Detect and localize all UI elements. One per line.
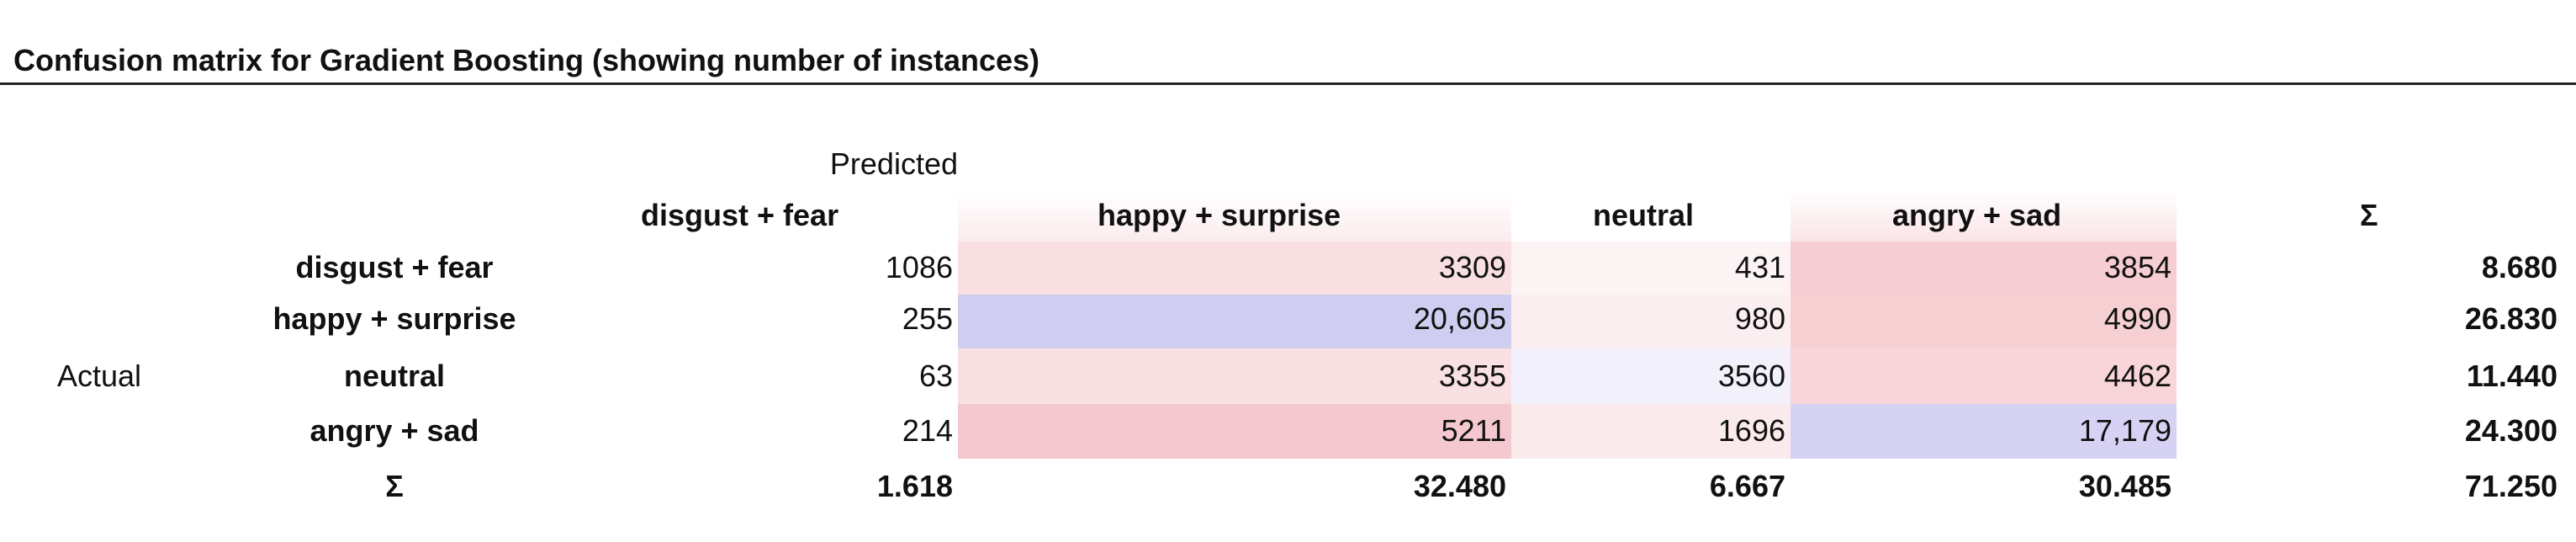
cell-value: 3560 [1717, 359, 1785, 393]
header-shade [958, 189, 1511, 242]
cell-value: 255 [902, 301, 953, 336]
column-sum: 30.485 [2078, 469, 2171, 503]
cell-shade [1511, 404, 1791, 459]
row-header: neutral [343, 359, 446, 393]
cell-value: 3355 [1438, 359, 1506, 393]
cell-value: 431 [1734, 250, 1785, 284]
header-shade [1791, 189, 2177, 242]
row-header: Σ [385, 469, 404, 503]
row-sum: 11.440 [2466, 359, 2557, 393]
cell-shade [1791, 404, 2177, 459]
cell-value: 5211 [1441, 413, 1506, 448]
predicted-label: Predicted [829, 146, 958, 181]
cell-shade [1511, 242, 1791, 295]
cell-value: 214 [902, 413, 953, 448]
cell-value: 63 [918, 359, 953, 393]
row-sum: 26.830 [2464, 301, 2557, 336]
column-sum: 1.618 [876, 469, 953, 503]
column-header: Σ [2360, 198, 2378, 232]
cell-shade [958, 404, 1511, 459]
cell-value: 17,179 [2078, 413, 2171, 448]
cell-value: 3309 [1438, 250, 1506, 284]
column-sum: 6.667 [1709, 469, 1785, 503]
column-sum: 32.480 [1413, 469, 1506, 503]
row-header: angry + sad [309, 413, 479, 448]
row-sum: 24.300 [2464, 413, 2557, 448]
row-header: happy + surprise [272, 301, 516, 336]
cell-shade [1791, 242, 2177, 295]
cell-value: 1696 [1717, 413, 1785, 448]
cell-shade [1791, 295, 2177, 348]
title: Confusion matrix for Gradient Boosting (… [13, 43, 1040, 77]
cell-value: 1086 [885, 250, 953, 284]
cell-value: 3854 [2103, 250, 2171, 284]
cell-shade [1511, 295, 1791, 348]
column-header: angry + sad [1892, 198, 2062, 232]
cell-shade [958, 242, 1511, 295]
cell-value: 4462 [2103, 359, 2171, 393]
row-sum: 8.680 [2481, 250, 2557, 284]
column-header: neutral [1593, 198, 1695, 232]
title-underline [0, 82, 2576, 85]
column-header: disgust + fear [641, 198, 839, 232]
cell-shade [958, 348, 1511, 404]
actual-label: Actual [57, 359, 142, 393]
column-sum: 71.250 [2464, 469, 2557, 503]
cell-value: 4990 [2103, 301, 2171, 336]
cell-shade [1511, 348, 1791, 404]
column-header: happy + surprise [1098, 198, 1341, 232]
cell-shade [958, 295, 1511, 348]
cell-value: 980 [1734, 301, 1785, 336]
cell-shade [1791, 348, 2177, 404]
cell-value: 20,605 [1413, 301, 1506, 336]
row-header: disgust + fear [295, 250, 494, 284]
